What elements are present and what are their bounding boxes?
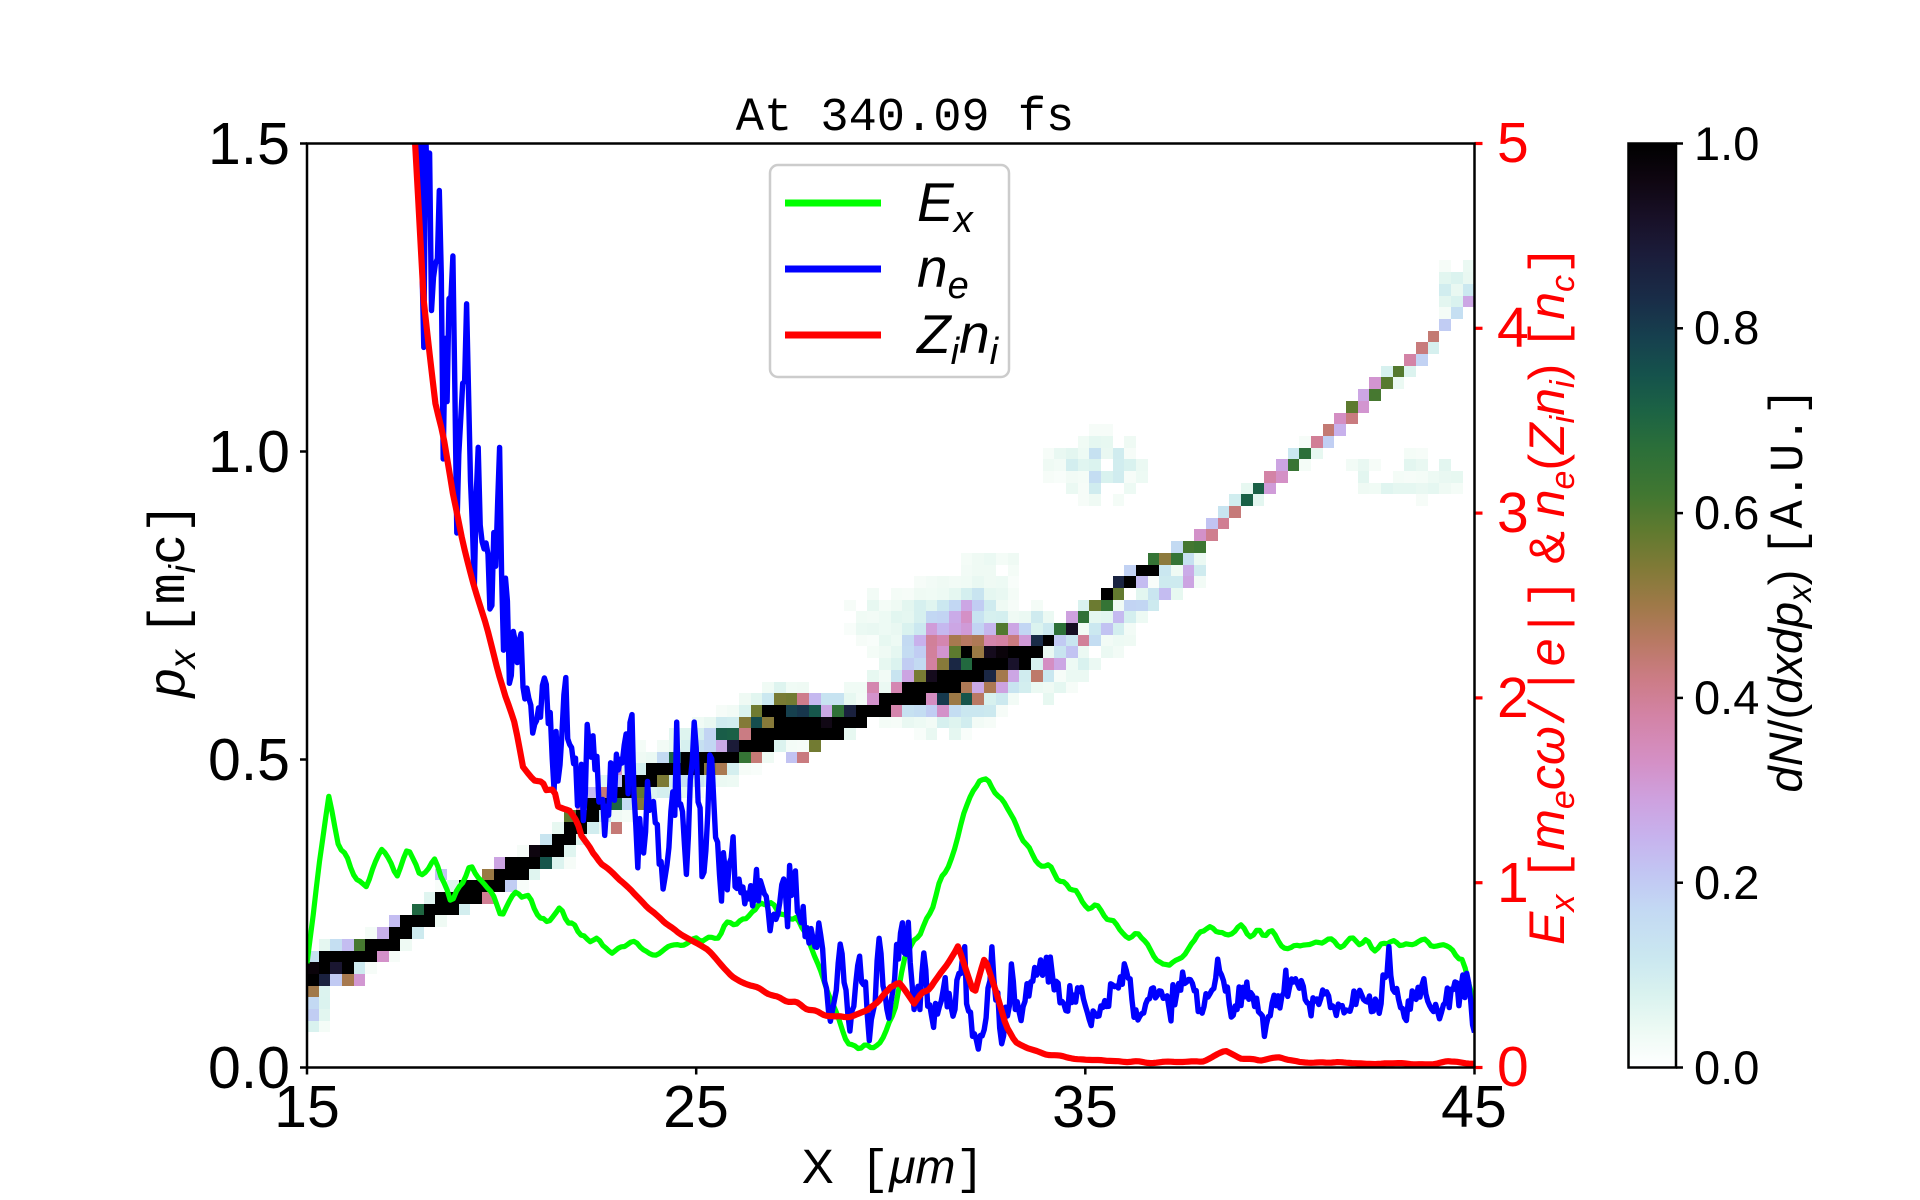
svg-text:1: 1 bbox=[1497, 851, 1529, 915]
svg-text:0.8: 0.8 bbox=[1694, 301, 1759, 354]
svg-text:dN/(dxdpx) [A.U.]: dN/(dxdpx) [A.U.] bbox=[1759, 387, 1818, 792]
svg-text:2: 2 bbox=[1497, 666, 1529, 730]
svg-text:0.6: 0.6 bbox=[1694, 486, 1759, 539]
svg-text:Ex [mecω/|e|] & ne(Zini) [nc]: Ex [mecω/|e|] & ne(Zini) [nc] bbox=[1519, 245, 1582, 945]
svg-text:At 340.09 fs: At 340.09 fs bbox=[736, 92, 1074, 145]
svg-text:15: 15 bbox=[274, 1074, 340, 1140]
svg-text:1.0: 1.0 bbox=[1694, 117, 1759, 170]
svg-text:0.0: 0.0 bbox=[1694, 1041, 1759, 1094]
svg-text:0.2: 0.2 bbox=[1694, 856, 1759, 909]
svg-text:0.0: 0.0 bbox=[208, 1035, 290, 1101]
svg-text:px [mic]: px [mic] bbox=[138, 503, 203, 700]
svg-text:25: 25 bbox=[663, 1074, 729, 1140]
svg-text:4: 4 bbox=[1497, 296, 1529, 360]
svg-text:45: 45 bbox=[1441, 1074, 1507, 1140]
svg-text:35: 35 bbox=[1052, 1074, 1118, 1140]
svg-text:3: 3 bbox=[1497, 481, 1529, 545]
svg-text:1.0: 1.0 bbox=[208, 419, 290, 485]
svg-text:5: 5 bbox=[1497, 111, 1529, 175]
svg-text:1.5: 1.5 bbox=[208, 111, 290, 177]
svg-text:X [μm]: X [μm] bbox=[802, 1141, 985, 1198]
svg-text:0: 0 bbox=[1497, 1035, 1529, 1099]
svg-text:0.4: 0.4 bbox=[1694, 671, 1759, 724]
svg-text:0.5: 0.5 bbox=[208, 727, 290, 793]
